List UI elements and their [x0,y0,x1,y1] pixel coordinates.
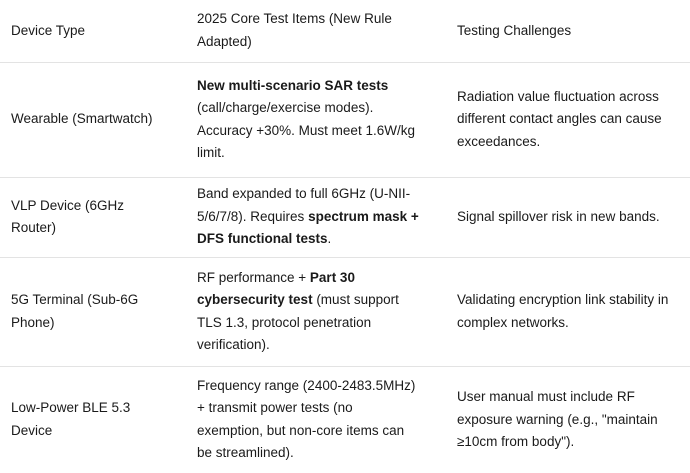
cell-text: (call/charge/exercise modes). Accuracy +… [197,100,415,160]
header-cell: Testing Challenges [446,0,690,63]
table-cell: Low-Power BLE 5.3 Device [0,366,186,473]
table-row: VLP Device (6GHz Router) Band expanded to… [0,177,690,258]
table-cell: Frequency range (2400-2483.5MHz) + trans… [186,366,446,473]
cell-text: Signal spillover risk in new bands. [457,208,660,224]
cell-text: RF performance + [197,269,310,285]
cell-text: Low-Power BLE 5.3 Device [11,400,131,438]
table-cell: Validating encryption link stability in … [446,257,690,367]
table-cell: VLP Device (6GHz Router) [0,177,186,258]
table-header: Device Type 2025 Core Test Items (New Rul… [0,0,690,63]
cell-text: (must support TLS 1.3, protocol penetrat… [197,292,399,352]
table-row: Wearable (Smartwatch) New multi-scenario … [0,62,690,178]
cell-text: Frequency range (2400-2483.5MHz) + trans… [197,377,416,461]
table-cell: Wearable (Smartwatch) [0,62,186,178]
header-cell: 2025 Core Test Items (New Rule Adapted) [186,0,446,63]
table-cell: User manual must include RF exposure war… [446,366,690,473]
table-row: Low-Power BLE 5.3 Device Frequency range … [0,366,690,473]
bold-text: Part 30 cybersecurity test [197,269,355,308]
table-cell: Radiation value fluctuation across diffe… [446,62,690,178]
header-cell: Device Type [0,0,186,63]
cell-text: . [327,231,332,247]
cell-text: VLP Device (6GHz Router) [11,197,125,236]
cell-text: Validating encryption link stability in … [457,292,669,330]
table-cell: 5G Terminal (Sub-6G Phone) [0,257,186,367]
cell-text: Band expanded to full 6GHz (U-NII-5/6/7/… [197,186,411,224]
cell-text: User manual must include RF exposure war… [457,389,658,449]
bold-text: spectrum mask + DFS functional tests [197,208,419,247]
cell-text: 5G Terminal (Sub-6G Phone) [11,292,139,330]
table-body: Wearable (Smartwatch) New multi-scenario … [0,62,690,473]
table-row: 5G Terminal (Sub-6G Phone) RF performance… [0,257,690,367]
cell-text: Radiation value fluctuation across diffe… [457,88,662,149]
cell-text: Wearable (Smartwatch) [11,111,153,127]
header-row: Device Type 2025 Core Test Items (New Rul… [0,0,690,63]
table-cell: Band expanded to full 6GHz (U-NII-5/6/7/… [186,177,446,258]
table-cell: Signal spillover risk in new bands. [446,177,690,258]
bold-text: New multi-scenario SAR tests [197,77,389,93]
table-cell: RF performance + Part 30 cybersecurity t… [186,257,446,367]
table-cell: New multi-scenario SAR tests (call/charg… [186,62,446,178]
